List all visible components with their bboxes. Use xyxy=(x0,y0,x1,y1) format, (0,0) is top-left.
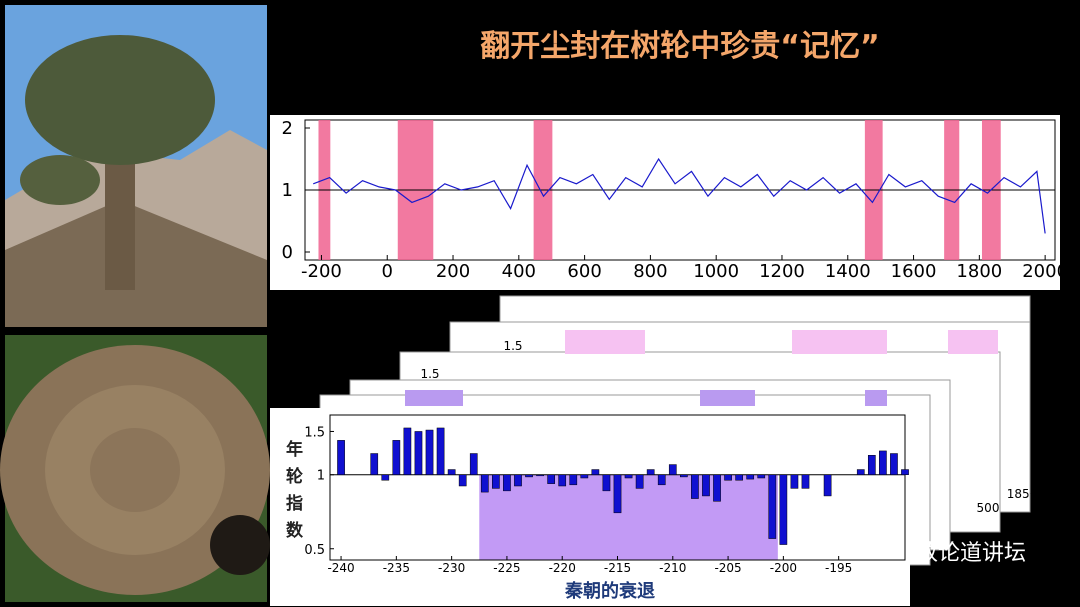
x-tick-label: 1600 xyxy=(891,261,937,282)
bar xyxy=(514,474,522,487)
bar xyxy=(503,474,511,492)
background-label: 1.5 xyxy=(420,367,439,381)
bar xyxy=(879,450,887,475)
bar xyxy=(558,474,567,487)
x-tick-label: -235 xyxy=(383,561,410,575)
bar xyxy=(337,440,345,475)
watermark: 格致论道讲坛 xyxy=(894,541,1026,566)
bar xyxy=(890,453,898,475)
bar xyxy=(447,469,456,475)
x-tick-label: -200 xyxy=(301,261,342,282)
log-photo xyxy=(0,335,270,602)
bar xyxy=(757,474,766,479)
bar xyxy=(856,469,865,475)
y-tick-label: 0 xyxy=(282,242,293,263)
bar xyxy=(646,469,655,475)
bar xyxy=(436,427,445,475)
x-tick-label: -225 xyxy=(493,561,520,575)
bar xyxy=(635,474,644,489)
x-tick-label: -240 xyxy=(327,561,354,575)
bar xyxy=(403,427,412,475)
x-tick-label: -210 xyxy=(659,561,686,575)
bar xyxy=(392,440,401,475)
x-tick-label: -215 xyxy=(604,561,631,575)
bar xyxy=(657,474,666,486)
bar xyxy=(414,431,423,475)
x-tick-label: 0 xyxy=(382,261,393,282)
bar xyxy=(602,474,611,492)
x-tick-label: 600 xyxy=(567,261,601,282)
bar xyxy=(724,474,732,481)
bar xyxy=(691,474,699,499)
bar xyxy=(458,474,467,487)
bar xyxy=(547,474,555,484)
y-tick-label: 1.5 xyxy=(304,425,325,440)
x-tick-label: -200 xyxy=(770,561,797,575)
x-tick-label: 1000 xyxy=(693,261,739,282)
shaded-span xyxy=(479,474,778,560)
x-tick-label: 800 xyxy=(633,261,667,282)
bar xyxy=(370,453,379,475)
bar xyxy=(425,429,434,475)
x-tick-label: -195 xyxy=(825,561,852,575)
bar xyxy=(768,474,777,539)
bar xyxy=(480,474,489,493)
x-tick-label: 1400 xyxy=(825,261,871,282)
bar xyxy=(591,469,600,475)
bar xyxy=(702,474,710,497)
bar xyxy=(492,474,500,489)
y-tick-label: 0.5 xyxy=(304,543,325,558)
x-tick-label: -220 xyxy=(549,561,576,575)
bar xyxy=(901,469,909,475)
bar xyxy=(381,474,390,481)
x-tick-label: 1800 xyxy=(956,261,1002,282)
bar xyxy=(469,453,478,475)
y-tick-label: 2 xyxy=(282,118,293,139)
bar xyxy=(735,474,743,481)
background-label: 1.5 xyxy=(503,339,522,353)
x-tick-label: 2000 xyxy=(1022,261,1068,282)
x-tick-label: -230 xyxy=(438,561,465,575)
bar xyxy=(801,474,810,489)
bar xyxy=(536,474,544,477)
bar xyxy=(713,474,721,502)
x-tick-label: -205 xyxy=(714,561,741,575)
bar xyxy=(867,455,876,475)
bar xyxy=(668,464,677,475)
bar xyxy=(580,474,589,479)
tree-photo xyxy=(5,5,267,327)
bar xyxy=(746,474,755,480)
bar xyxy=(680,474,688,478)
bar xyxy=(569,474,578,486)
bar xyxy=(624,474,633,479)
y-tick-label: 1 xyxy=(282,180,293,201)
background-label: 1826 xyxy=(1045,459,1076,473)
slide-title: 翻开尘封在树轮中珍贵“记忆” xyxy=(480,29,879,64)
x-tick-label: 400 xyxy=(502,261,536,282)
x-tick-label: 1200 xyxy=(759,261,805,282)
bar xyxy=(525,474,533,478)
background-label: 1850 xyxy=(1007,487,1038,501)
bar xyxy=(790,474,799,489)
data-line xyxy=(313,157,1046,234)
x-axis-label: 秦朝的衰退 xyxy=(564,580,655,602)
bar xyxy=(823,474,832,497)
x-tick-label: 200 xyxy=(436,261,470,282)
bar xyxy=(779,474,788,545)
y-axis-label: 年轮指数 xyxy=(282,439,303,548)
bar xyxy=(613,474,622,514)
background-label: 500 xyxy=(977,501,1000,515)
y-tick-label: 1 xyxy=(317,469,325,484)
